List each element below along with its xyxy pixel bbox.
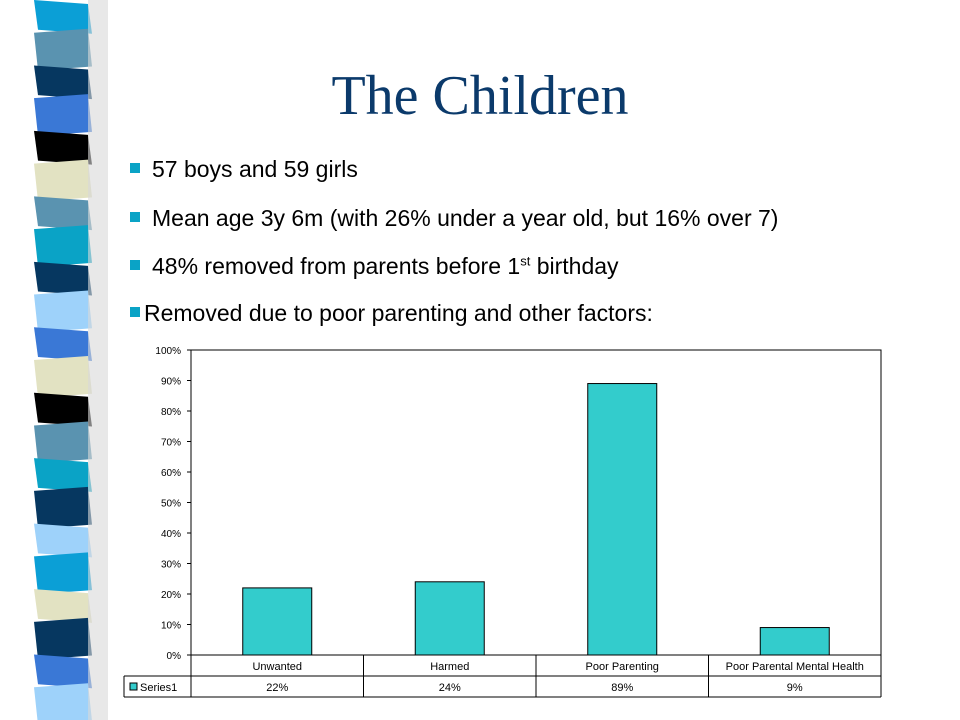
- bullet-superscript: st: [520, 253, 531, 269]
- data-label: 89%: [611, 682, 633, 694]
- stripe-segment: [34, 683, 92, 720]
- stripe-segment: [34, 28, 92, 71]
- stripe-segment: [34, 159, 92, 202]
- data-label: 9%: [787, 682, 803, 694]
- y-tick-label: 40%: [161, 529, 181, 540]
- stripe-segment: [34, 261, 92, 296]
- stripe-segment: [34, 654, 92, 689]
- stripe-segment: [34, 617, 92, 660]
- stripe-segment: [34, 356, 92, 398]
- stripe-segment: [34, 523, 92, 558]
- data-label: 24%: [439, 682, 461, 694]
- stripe-segment: [34, 421, 92, 464]
- bar-chart: 0% 10% 20% 30% 40% 50% 60% 70% 80% 90% 100% Unwante…: [123, 346, 882, 698]
- stripe-segment: [34, 392, 92, 427]
- y-tick-label: 0%: [167, 651, 182, 662]
- stripe-segment: [34, 327, 92, 361]
- category-label: Unwanted: [252, 661, 302, 673]
- decorative-stripe: [0, 0, 120, 720]
- y-tick-label: 80%: [161, 407, 181, 418]
- bullet-item: 48% removed from parents before 1st birt…: [130, 253, 619, 280]
- bar: [587, 383, 658, 656]
- bullet-item: 57 boys and 59 girls: [130, 156, 358, 183]
- y-tick-label: 50%: [161, 499, 181, 510]
- y-tick-label: 100%: [155, 346, 181, 357]
- y-tick-label: 10%: [161, 621, 181, 632]
- y-tick-label: 90%: [161, 377, 181, 388]
- stripe-segment: [34, 130, 92, 165]
- stripe-segment: [34, 225, 92, 267]
- stripe-segment: [34, 94, 92, 136]
- y-tick-label: 60%: [161, 468, 181, 479]
- bullet-text: Mean age 3y 6m (with 26% under a year ol…: [152, 205, 779, 231]
- legend-swatch: [129, 682, 138, 691]
- stripe-segment: [34, 458, 92, 492]
- bullet-text: 57 boys and 59 girls: [152, 156, 358, 182]
- bullet-text-tail: birthday: [530, 253, 619, 279]
- legend-series-name: Series1: [140, 682, 177, 694]
- bullet-text: 48% removed from parents before 1: [152, 253, 521, 279]
- slide-title: The Children: [331, 65, 629, 127]
- y-tick-label: 70%: [161, 438, 181, 449]
- stripe-segment: [34, 290, 92, 333]
- bullet-text: Removed due to poor parenting and other …: [144, 300, 653, 326]
- bullet-item: Removed due to poor parenting and other …: [130, 300, 653, 327]
- category-label: Harmed: [430, 661, 469, 673]
- stripe-segment: [34, 65, 92, 100]
- stripe-segment: [34, 196, 92, 231]
- bullet-marker: [130, 260, 140, 270]
- stripe-segment: [34, 0, 92, 34]
- data-label: 22%: [266, 682, 288, 694]
- stripe-segment: [34, 486, 92, 529]
- bullet-marker: [130, 212, 140, 222]
- stripe-shadow: [88, 0, 108, 720]
- stripe-segment: [34, 589, 92, 623]
- bar: [242, 587, 313, 656]
- bullet-marker: [130, 307, 140, 317]
- bullet-marker: [130, 163, 140, 173]
- category-label: Poor Parenting: [586, 661, 659, 673]
- bar: [759, 627, 830, 656]
- category-label: Poor Parental Mental Health: [726, 661, 864, 673]
- y-tick-label: 20%: [161, 590, 181, 601]
- stripe-segment: [34, 552, 92, 595]
- bar: [414, 581, 485, 656]
- bullet-item: Mean age 3y 6m (with 26% under a year ol…: [130, 205, 778, 232]
- y-tick-label: 30%: [161, 560, 181, 571]
